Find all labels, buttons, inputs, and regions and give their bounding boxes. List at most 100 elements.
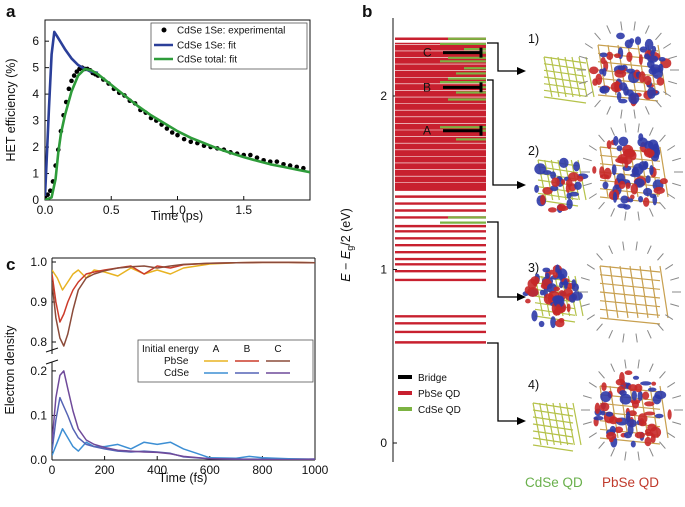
structure-1-ligands — [577, 21, 679, 119]
arrowhead-4 — [517, 417, 526, 425]
a-exp-point — [248, 152, 253, 158]
panel-a-xlabel: Time (ps) — [151, 209, 203, 223]
a-xtick-label: 0.0 — [37, 203, 54, 217]
panel-b-label: b — [362, 2, 372, 21]
arrow-to-structure-2 — [487, 79, 518, 186]
c-xtick-label: 800 — [252, 463, 272, 477]
b-state-label-A: A — [423, 124, 431, 138]
a-xtick-label: 1.5 — [235, 203, 252, 217]
structure-label-2: 2) — [528, 144, 539, 158]
structure-2-ligands — [581, 123, 683, 221]
b-ytick-label: 2 — [380, 89, 387, 103]
structure-3-orbital-density — [522, 264, 583, 329]
legend-total-fit: CdSe total: fit — [177, 55, 237, 66]
arrowhead-1 — [517, 67, 526, 75]
structure-1-orbital-density — [589, 32, 672, 107]
c-line-pbse-a — [52, 261, 315, 291]
structure-4-orbital-density — [593, 370, 672, 448]
arrow-to-structure-1 — [487, 42, 518, 72]
c-xtick-label: 600 — [200, 463, 220, 477]
a-exp-point — [71, 73, 77, 78]
c-upper-ytick-label: 0.9 — [30, 295, 47, 309]
arrow-to-structure-4 — [487, 342, 518, 422]
a-exp-point — [175, 132, 180, 138]
panel-c-ylabel: Electron density — [3, 325, 17, 415]
structure-label-3: 3) — [528, 261, 539, 275]
pbse-qd-label: PbSe QD — [602, 475, 659, 490]
a-exp-point — [188, 139, 194, 145]
a-exp-point — [164, 126, 170, 131]
structure-2-orbital-density-pbse — [592, 133, 668, 210]
panel-b-legend: Bridge PbSe QD CdSe QD — [398, 373, 461, 416]
legend-dot-experimental — [161, 27, 167, 33]
a-line-total-fit — [45, 67, 310, 200]
panel-a-label: a — [6, 2, 16, 21]
panel-c-xlabel: Time (fs) — [159, 471, 208, 485]
c-xtick-label: 200 — [95, 463, 115, 477]
arrowhead-3 — [517, 293, 526, 301]
c-xtick-label: 0 — [49, 463, 56, 477]
structure-4-cdse-lattice — [532, 402, 582, 452]
a-ytick-label: 6 — [32, 34, 39, 48]
a-ytick-label: 0 — [32, 193, 39, 207]
c-xtick-label: 1000 — [302, 463, 329, 477]
axis-break-mark-upper — [45, 347, 59, 353]
a-ytick-label: 3 — [32, 114, 39, 128]
legend-row-cdse: CdSe — [164, 368, 189, 379]
c-line-pbse-c — [52, 261, 315, 347]
connector-arrows — [487, 42, 518, 422]
a-exp-point — [45, 192, 50, 198]
legend-cdse-qd: CdSe QD — [418, 405, 461, 416]
c-line-cdse-b — [52, 396, 315, 460]
legend-initial-energy: Initial energy — [142, 344, 199, 355]
panel-c-legend: Initial energy A B C PbSe CdSe — [137, 339, 314, 383]
panel-a-legend: CdSe 1Se: experimental CdSe 1Se: fit CdS… — [150, 22, 308, 70]
structure-3-pbse-lattice — [599, 265, 669, 325]
a-ytick-label: 1 — [32, 167, 39, 181]
c-lower-ytick-label: 0.1 — [30, 408, 47, 422]
legend-col-A: A — [213, 344, 220, 355]
legend-pbse-qd: PbSe QD — [418, 389, 460, 400]
a-ytick-label: 4 — [32, 87, 39, 101]
panel-b-ylabel: E − Eg/2 (eV) — [339, 208, 355, 281]
structure-2-orbital-density-cdse — [534, 157, 589, 213]
structure-4-ligands — [581, 359, 683, 461]
structure-label-4: 4) — [528, 378, 539, 392]
cdse-qd-label: CdSe QD — [525, 475, 583, 490]
arrowhead-2 — [517, 181, 526, 189]
legend-1se-fit: CdSe 1Se: fit — [177, 41, 236, 52]
c-line-cdse-c — [52, 370, 315, 460]
arrow-to-structure-3 — [487, 221, 518, 298]
a-xtick-label: 0.5 — [103, 203, 120, 217]
a-exp-point — [169, 130, 175, 135]
c-xtick-label: 400 — [147, 463, 167, 477]
a-ytick-label: 5 — [32, 61, 39, 75]
c-line-cdse-a — [52, 428, 315, 460]
b-state-label-C: C — [423, 46, 432, 60]
panel-c-label: c — [6, 255, 15, 274]
structure-3-ligands — [579, 241, 681, 343]
c-upper-ytick-label: 1.0 — [30, 255, 47, 269]
b-ytick-label: 0 — [380, 436, 387, 450]
connector-arrowheads — [517, 67, 526, 425]
a-exp-point — [254, 155, 260, 160]
a-line-1se-fit — [45, 30, 99, 197]
a-exp-point — [66, 86, 72, 92]
c-lower-ytick-label: 0.2 — [30, 364, 47, 378]
legend-bridge: Bridge — [418, 373, 447, 384]
a-exp-point — [69, 78, 74, 84]
a-ytick-label: 2 — [32, 140, 39, 154]
a-xtick-label: 1.0 — [169, 203, 186, 217]
c-lower-ytick-label: 0.0 — [30, 453, 47, 467]
legend-col-B: B — [244, 344, 251, 355]
c-upper-ytick-label: 0.8 — [30, 335, 47, 349]
a-exp-point — [274, 159, 280, 164]
legend-experimental: CdSe 1Se: experimental — [177, 26, 285, 37]
legend-row-pbse: PbSe — [164, 356, 189, 367]
a-exp-point — [48, 188, 53, 194]
a-exp-point — [181, 136, 187, 142]
c-line-pbse-b — [52, 261, 315, 323]
axis-break-mark-lower — [45, 359, 59, 365]
b-state-label-B: B — [423, 80, 431, 94]
